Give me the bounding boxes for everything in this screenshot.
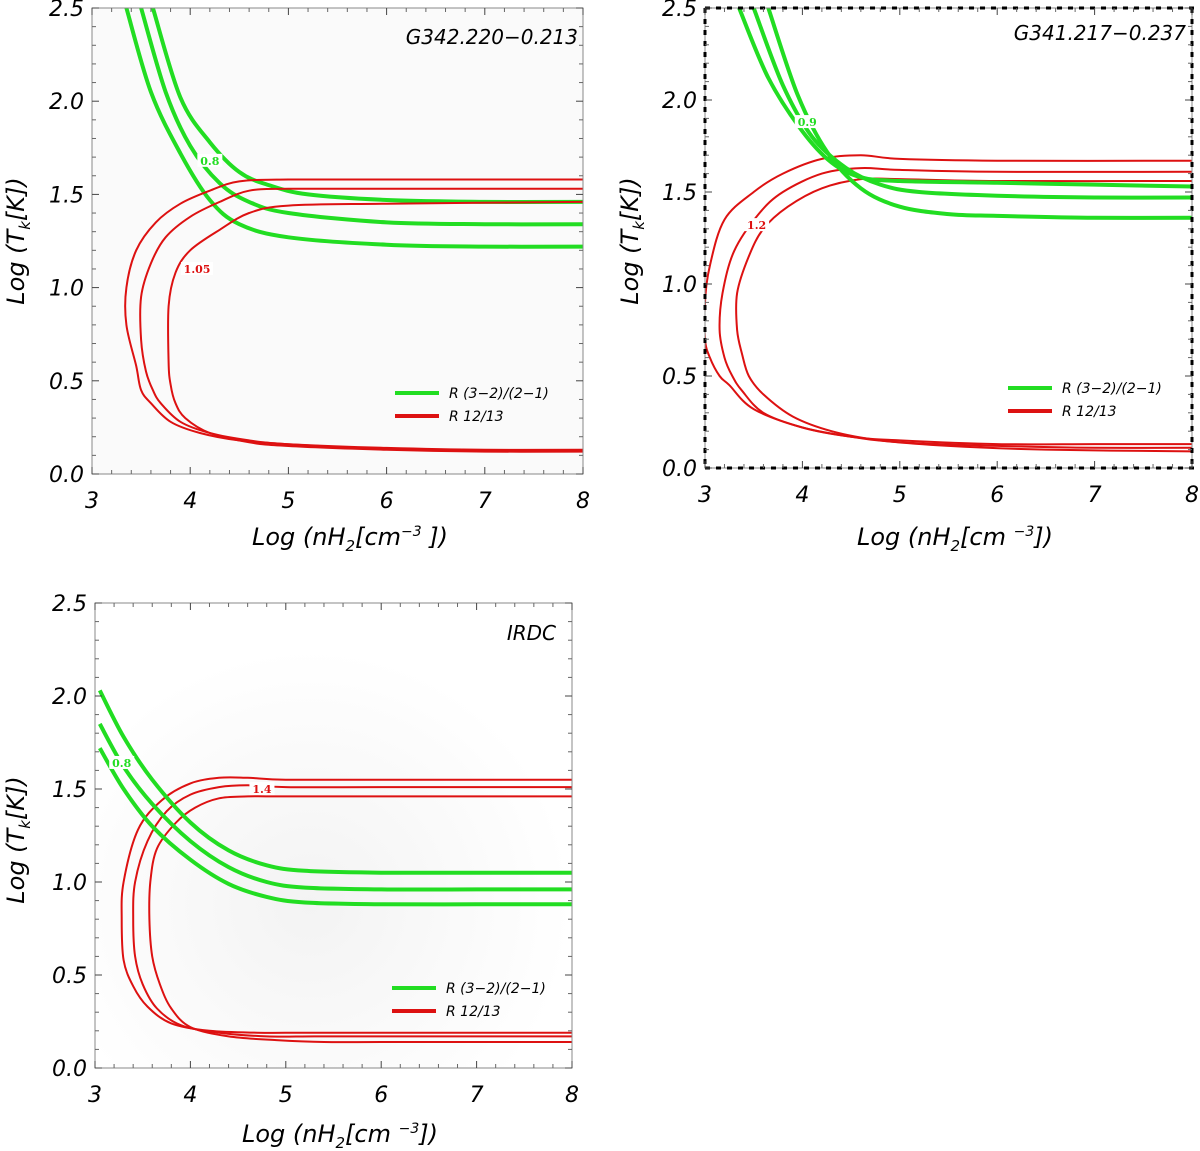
y-tick-label: 2.0 [49,90,84,115]
x-axis-title: Log (nH2[cm −3]) [857,523,1053,555]
green-contour-0 [124,8,583,249]
x-tick-label: 5 [281,489,295,514]
x-tick-label: 4 [183,489,197,514]
contour-label-1: 1.05 [184,263,211,276]
panel-title: G341.217−0.237 [1014,21,1186,45]
x-tick-label: 4 [795,483,809,508]
legend: R (3−2)/(2−1) R 12/13 [1008,381,1162,420]
y-tick-label: 0.0 [52,1057,87,1082]
curves [124,8,583,453]
contour-label-0: 0.8 [112,757,131,770]
y-tick-label: 0.0 [49,463,84,488]
y-axis-title: Log (Tk[K]) [2,177,34,304]
y-tick-label: 0.0 [662,457,697,482]
panel-irdc: 0.8 1.4 3 4 5 6 7 8 0.0 0.5 1.0 1.5 2.0 2.5 IRDC R (3−2… [2,592,579,1151]
x-tick-label: 6 [990,483,1004,508]
red-contour-2 [148,795,572,1044]
y-tick-label: 2.5 [49,0,84,22]
green-contour-1 [139,8,583,227]
x-axis-title: Log (nH2[cm −3]) [242,1120,438,1151]
green-contour-4 [751,8,1192,200]
contour-label-bg [794,115,820,129]
green-contour-5 [98,747,572,907]
panel-g341: 0.9 1.2 3 4 5 6 7 8 0.0 0.5 1.0 1.5 2.0 2.5 G341.217−0… [616,0,1199,555]
x-tick-label: 4 [183,1083,197,1108]
y-axis-title: Log (Tk[K]) [616,177,648,304]
x-tick-label: 8 [565,1083,579,1108]
x-tick-label: 5 [893,483,907,508]
y-tick-label: 1.5 [662,181,697,206]
y-tick-label: 1.5 [52,778,87,803]
x-tick-label: 3 [88,1083,102,1108]
y-tick-label: 0.5 [49,370,84,395]
y-tick-label: 2.0 [662,89,697,114]
x-tick-label: 8 [1185,483,1199,508]
legend-label: R (3−2)/(2−1) [449,386,549,402]
contour-label-0: 0.9 [798,116,817,129]
panel-g342: 0.8 1.05 3 4 5 6 7 8 0.0 0.5 1.0 1.5 2.0 2.5 G342.220−… [2,0,590,555]
red-contour-0 [120,776,572,1034]
legend-label: R (3−2)/(2−1) [446,981,546,997]
x-tick-label: 6 [380,489,394,514]
x-tick-label: 7 [470,1083,484,1108]
panel-title: IRDC [507,621,556,645]
y-tick-label: 1.0 [52,871,87,896]
y-tick-label: 1.0 [662,273,697,298]
contour-label-0: 0.8 [200,155,219,168]
legend-label: R 12/13 [449,409,504,425]
green-contour-5 [766,8,1192,220]
plot-area [705,8,1192,468]
red-contour-5 [167,200,583,453]
legend-label: R (3−2)/(2−1) [1062,381,1162,397]
green-contour-4 [98,722,572,892]
legend: R (3−2)/(2−1) R 12/13 [395,386,549,425]
x-tick-label: 3 [698,483,712,508]
contour-label-1: 1.2 [747,219,766,232]
panel-title: G342.220−0.213 [406,25,578,49]
x-tick-label: 3 [85,489,99,514]
x-tick-label: 8 [576,489,590,514]
y-tick-label: 2.0 [52,685,87,710]
curves [705,8,1192,453]
contour-label-bg [197,153,223,167]
contour-label-bg [181,261,214,275]
contour-label-bg [249,782,275,795]
y-axis-title: Log (Tk[K]) [2,776,34,903]
y-tick-label: 0.5 [662,365,697,390]
contour-label-bg [109,755,135,769]
y-tick-label: 0.5 [52,964,87,989]
x-axis-title: Log (nH2[cm−3 ]) [252,523,448,555]
legend-label: R 12/13 [446,1004,501,1020]
plot-frame [94,602,573,1069]
plot-area [95,603,572,1068]
green-contour-3 [98,689,572,875]
y-tick-label: 1.5 [49,183,84,208]
x-tick-label: 7 [1088,483,1102,508]
x-tick-label: 7 [478,489,492,514]
red-contour-4 [139,187,583,452]
x-tick-label: 5 [279,1083,293,1108]
legend: R (3−2)/(2−1) R 12/13 [392,981,546,1020]
contour-label-bg [744,218,770,232]
curves [98,689,572,1044]
green-contour-2 [150,8,583,205]
y-tick-label: 1.0 [49,277,84,302]
plot-frame [91,7,584,475]
y-tick-label: 2.5 [52,592,87,617]
y-tick-label: 2.5 [662,0,697,22]
contour-label-1: 1.4 [252,783,271,796]
x-tick-label: 6 [374,1083,388,1108]
legend-label: R 12/13 [1062,404,1117,420]
red-contour-0 [705,154,1192,446]
